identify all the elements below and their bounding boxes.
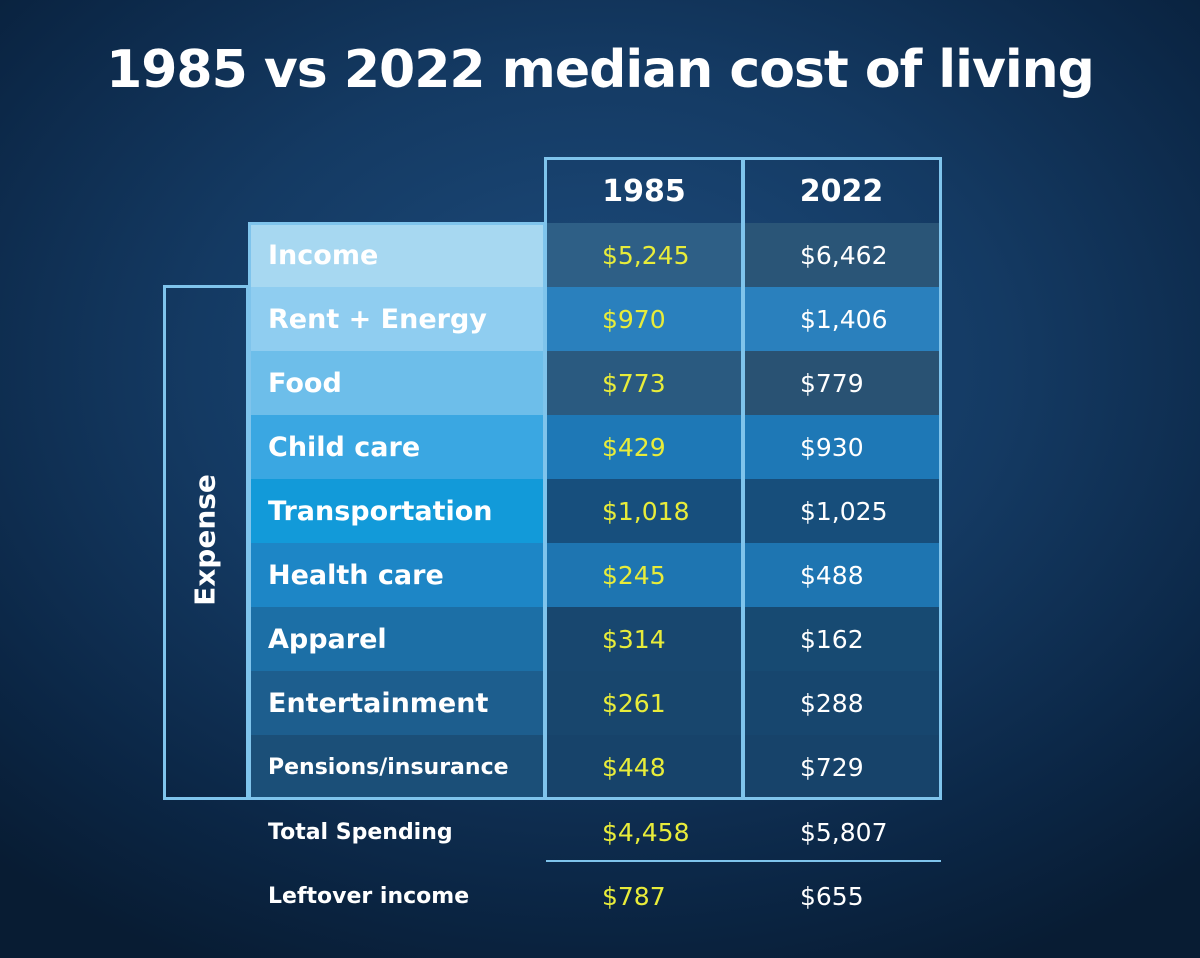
row-label: Food [250,351,545,415]
value-2022: $288 [744,671,939,735]
value-2022: $729 [744,735,939,799]
value-1985: $1,018 [546,479,742,543]
row-label: Income [250,223,545,287]
value-1985: $261 [546,671,742,735]
value-1985: $5,245 [546,223,742,287]
value-2022: $6,462 [744,223,939,287]
value-1985: $314 [546,607,742,671]
value-1985: $970 [546,287,742,351]
column-header-1985: 1985 [602,173,686,209]
value-2022: $779 [744,351,939,415]
value-1985: $773 [546,351,742,415]
row-label: Pensions/insurance [250,735,545,799]
total-spending-2022: $5,807 [800,817,888,847]
row-label: Entertainment [250,671,545,735]
value-1985: $448 [546,735,742,799]
leftover-income-label: Leftover income [268,883,470,909]
row-label: Apparel [250,607,545,671]
value-1985: $245 [546,543,742,607]
total-spending-1985: $4,458 [602,817,690,847]
row-label: Rent + Energy [250,287,545,351]
row-label: Child care [250,415,545,479]
value-1985: $429 [546,415,742,479]
expense-group-label: Expense [188,474,222,606]
value-2022: $488 [744,543,939,607]
total-spending-label: Total Spending [268,819,453,845]
column-header-2022: 2022 [799,173,884,209]
row-label: Transportation [250,479,545,543]
chart-title: 1985 vs 2022 median cost of living [106,40,1095,100]
value-2022: $930 [744,415,939,479]
value-2022: $162 [744,607,939,671]
value-2022: $1,406 [744,287,939,351]
leftover-income-1985: $787 [602,881,666,911]
value-2022: $1,025 [744,479,939,543]
row-label: Health care [250,543,545,607]
footer-divider [546,860,941,862]
leftover-income-2022: $655 [800,881,864,911]
